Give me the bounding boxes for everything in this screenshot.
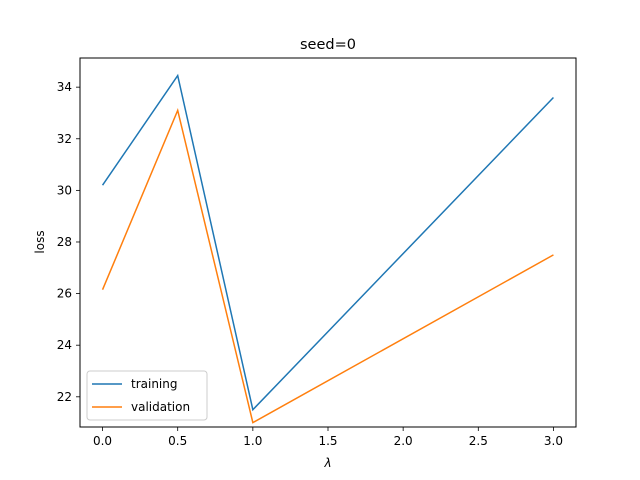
series-layer (101, 73, 554, 424)
x-tick-label: 1.0 (243, 434, 262, 448)
y-axis-ticks: 22 24 26 28 30 32 34 (57, 80, 80, 404)
y-tick-label: 30 (57, 183, 72, 197)
legend-label-validation: validation (131, 400, 190, 414)
x-axis-label: λ (323, 456, 331, 470)
y-tick-label: 34 (57, 80, 72, 94)
series-line-validation (101, 107, 554, 424)
x-tick-label: 0.0 (93, 434, 112, 448)
y-tick-label: 24 (57, 338, 72, 352)
x-tick-label: 1.5 (318, 434, 337, 448)
y-tick-label: 22 (57, 390, 72, 404)
x-tick-label: 0.5 (168, 434, 187, 448)
legend-label-training: training (131, 377, 178, 391)
x-tick-label: 3.0 (544, 434, 563, 448)
x-tick-label: 2.5 (469, 434, 488, 448)
y-axis-label: loss (33, 230, 47, 253)
chart-title: seed=0 (300, 37, 356, 53)
y-tick-label: 26 (57, 287, 72, 301)
x-axis-ticks: 0.0 0.5 1.0 1.5 2.0 2.5 3.0 (93, 427, 563, 448)
series-line-training (101, 73, 554, 412)
legend: training validation (86, 370, 208, 421)
y-tick-label: 32 (57, 132, 72, 146)
x-tick-label: 2.0 (394, 434, 413, 448)
y-tick-label: 28 (57, 235, 72, 249)
